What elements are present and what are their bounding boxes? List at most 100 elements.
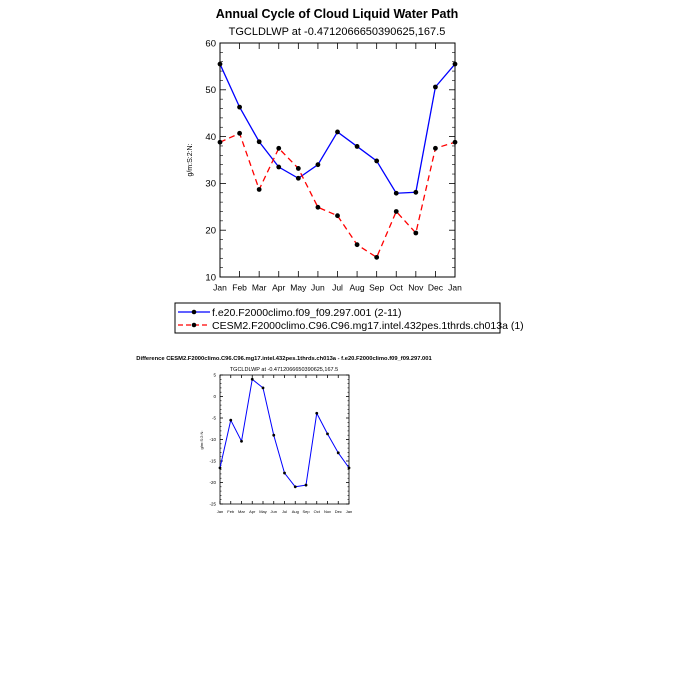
main-xtick-label: Mar <box>252 283 267 293</box>
diff-chart-ylabel: g/m:S:2:N: <box>199 431 204 450</box>
diff-y-axis: -25 -20 -15 -10 -5 0 5 <box>209 373 349 507</box>
diff-series-1-point <box>305 484 308 487</box>
legend-label-series-1: f.e20.F2000climo.f09_f09.297.001 (2-11) <box>212 307 402 319</box>
diff-xtick-label: Oct <box>314 509 321 514</box>
main-series-group <box>218 62 458 260</box>
diff-xtick-label: Jun <box>271 509 277 514</box>
diff-series-1-point <box>229 419 232 422</box>
diff-xtick-label: Apr <box>249 509 256 514</box>
diff-chart-subtitle: TGCLDLWP at -0.4712066650390625,167.5 <box>230 367 338 373</box>
main-series-1-point <box>276 165 281 170</box>
main-series-2-point <box>355 242 360 247</box>
main-series-2-point <box>296 166 301 171</box>
legend-marker-series-1 <box>192 310 197 315</box>
diff-xtick-label: Jan <box>346 509 352 514</box>
main-series-line-1 <box>220 64 455 193</box>
main-series-2-point <box>394 209 399 214</box>
diff-plot-frame <box>220 375 349 504</box>
diff-series-1-point <box>315 412 318 415</box>
main-series-line-2 <box>220 133 455 257</box>
main-series-1-point <box>433 85 438 90</box>
diff-ytick-label: -5 <box>212 416 216 421</box>
diff-series-line-1 <box>220 379 349 487</box>
main-series-2-point <box>276 146 281 151</box>
diff-series-1-point <box>251 378 254 381</box>
diff-ytick-label: -10 <box>209 437 216 442</box>
chart-canvas: Annual Cycle of Cloud Liquid Water Path … <box>0 0 675 675</box>
diff-ytick-label: 5 <box>213 373 216 378</box>
main-ytick-label: 30 <box>205 179 216 190</box>
main-series-2-point <box>335 213 340 218</box>
diff-series-1-point <box>240 440 243 443</box>
diff-series-1-point <box>262 387 265 390</box>
main-xtick-label: Jan <box>448 283 462 293</box>
main-xtick-label: Oct <box>390 283 404 293</box>
main-series-1-point <box>335 130 340 135</box>
main-xtick-label: Aug <box>350 283 365 293</box>
main-xtick-label: Nov <box>408 283 424 293</box>
diff-series-1-point <box>294 485 297 488</box>
main-series-1-point <box>355 144 360 149</box>
legend-label-series-2: CESM2.F2000climo.C96.C96.mg17.intel.432p… <box>212 320 524 332</box>
main-series-1-point <box>257 139 262 144</box>
main-y-axis: 10 20 30 40 50 60 <box>205 38 455 283</box>
diff-xtick-label: Feb <box>227 509 235 514</box>
main-series-2-point <box>257 187 262 192</box>
diff-series-1-point <box>337 451 340 454</box>
main-series-2-point <box>453 140 458 145</box>
diff-xtick-label: May <box>259 509 267 514</box>
diff-series-1-point <box>348 466 351 469</box>
main-series-1-point <box>413 190 418 195</box>
main-xtick-label: Apr <box>272 283 285 293</box>
diff-series-1-point <box>326 433 329 436</box>
diff-ytick-label: -25 <box>209 502 216 507</box>
main-series-1-point <box>218 62 223 67</box>
main-series-1-point <box>237 105 242 110</box>
diff-chart-title: Difference CESM2.F2000climo.C96.C96.mg17… <box>136 356 432 362</box>
diff-chart: Difference CESM2.F2000climo.C96.C96.mg17… <box>136 356 432 514</box>
main-chart-ylabel: g/m:S:2:N: <box>187 143 194 176</box>
diff-ytick-label: 0 <box>213 394 216 399</box>
main-ytick-label: 50 <box>205 85 216 96</box>
diff-xtick-label: Nov <box>324 509 331 514</box>
main-series-1-point <box>316 162 321 167</box>
main-chart: Annual Cycle of Cloud Liquid Water Path … <box>187 7 462 293</box>
main-series-2-point <box>218 140 223 145</box>
diff-xtick-label: Aug <box>292 509 299 514</box>
main-xtick-label: Jul <box>332 283 343 293</box>
diff-xtick-label: Dec <box>335 509 342 514</box>
diff-xtick-label: Sep <box>302 509 310 514</box>
diff-xtick-label: Jul <box>282 509 287 514</box>
main-series-2-point <box>413 231 418 236</box>
main-chart-title: Annual Cycle of Cloud Liquid Water Path <box>216 7 459 21</box>
main-series-1-point <box>374 159 379 164</box>
main-xtick-label: May <box>290 283 307 293</box>
main-series-2-point <box>316 205 321 210</box>
main-xtick-label: Dec <box>428 283 444 293</box>
main-ytick-label: 60 <box>205 38 216 49</box>
diff-xtick-label: Mar <box>238 509 246 514</box>
main-series-2-point <box>237 131 242 136</box>
diff-series-group <box>219 378 351 488</box>
main-x-axis: Jan Feb Mar Apr May Jun Jul Aug Sep Oct Nov Dec Jan <box>213 43 462 293</box>
main-series-1-point <box>394 191 399 196</box>
diff-xtick-label: Jan <box>217 509 223 514</box>
main-ytick-label: 40 <box>205 132 216 143</box>
diff-series-1-point <box>219 466 222 469</box>
main-series-2-point <box>374 255 379 260</box>
main-xtick-label: Jun <box>311 283 325 293</box>
main-series-2-point <box>433 146 438 151</box>
legend-marker-series-2 <box>192 323 197 328</box>
diff-series-1-point <box>283 472 286 475</box>
main-xtick-label: Jan <box>213 283 227 293</box>
main-plot-frame <box>220 43 455 277</box>
main-xtick-label: Sep <box>369 283 384 293</box>
main-series-1-point <box>453 62 458 67</box>
diff-ytick-label: -20 <box>209 480 216 485</box>
diff-ytick-label: -15 <box>209 459 216 464</box>
diff-series-1-point <box>272 434 275 437</box>
diff-x-axis: Jan Feb Mar Apr May Jun Jul Aug Sep Oct Nov Dec Jan <box>217 375 352 514</box>
main-chart-subtitle: TGCLDLWP at -0.4712066650390625,167.5 <box>229 26 446 38</box>
main-xtick-label: Feb <box>232 283 247 293</box>
legend: f.e20.F2000climo.f09_f09.297.001 (2-11) … <box>175 303 524 333</box>
